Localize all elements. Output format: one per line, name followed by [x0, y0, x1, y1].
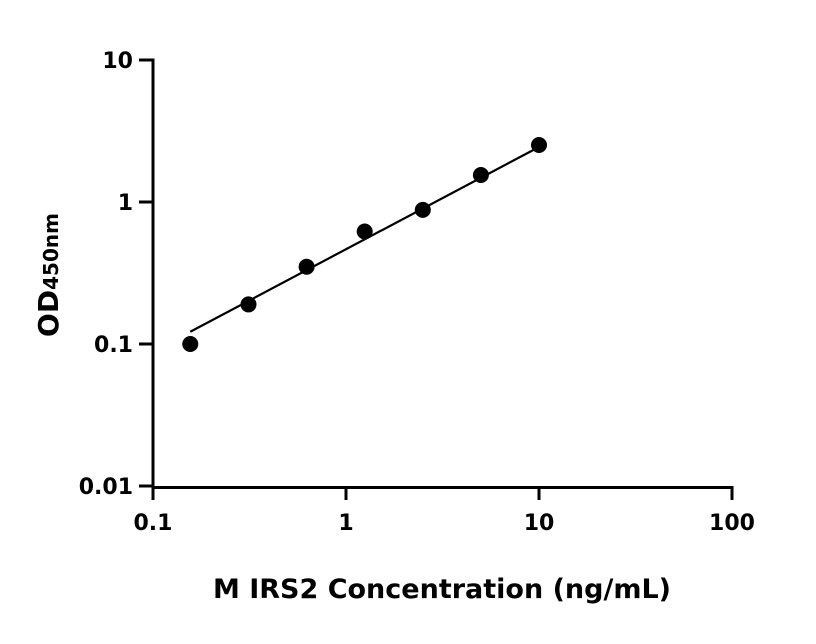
data-point [182, 336, 199, 352]
data-point [531, 137, 547, 154]
x-tick-label: 100 [709, 511, 755, 536]
y-tick-label: 10 [102, 49, 133, 74]
data-point [240, 296, 257, 313]
data-point [472, 166, 489, 183]
x-tick-label: 0.1 [134, 511, 173, 536]
x-axis-label: M IRS2 Concentration (ng/mL) [213, 574, 671, 605]
y-axis-label-main: OD [32, 290, 65, 337]
x-tick-label: 10 [524, 511, 555, 536]
y-axis-label: OD450nm [32, 213, 65, 337]
x-tick-label: 1 [338, 511, 353, 536]
y-tick-label: 0.1 [94, 333, 133, 358]
y-axis-label-subscript: 450nm [39, 213, 63, 290]
y-tick-label: 1 [118, 191, 133, 216]
data-point [298, 258, 315, 275]
data-point [414, 201, 431, 218]
y-tick-label: 0.01 [79, 475, 133, 500]
data-marks [182, 137, 547, 352]
data-point [356, 223, 373, 240]
